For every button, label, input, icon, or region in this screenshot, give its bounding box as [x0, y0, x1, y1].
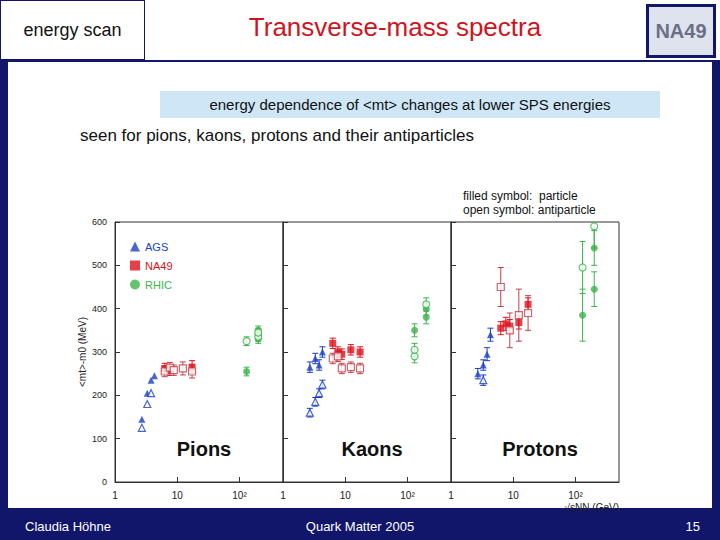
svg-text:1: 1	[112, 490, 118, 501]
svg-text:10²: 10²	[400, 490, 415, 501]
svg-text:600: 600	[92, 217, 107, 227]
svg-text:Protons: Protons	[502, 438, 578, 460]
html-text:open symbol: antiparticle: open symbol: antiparticle	[463, 203, 596, 217]
html-text:filled symbol: particle: filled symbol: particle	[463, 189, 578, 203]
html-text:15: 15	[685, 519, 700, 534]
svg-text:0: 0	[102, 477, 107, 487]
svg-text:10: 10	[172, 490, 184, 501]
svg-text:200: 200	[92, 390, 107, 400]
svg-text:10: 10	[508, 490, 520, 501]
html-text:Transverse-mass spectra: Transverse-mass spectra	[248, 12, 542, 42]
html-text:energy scan: energy scan	[23, 19, 122, 40]
svg-text:500: 500	[92, 260, 107, 270]
svg-text:AGS: AGS	[145, 241, 168, 253]
svg-text:100: 100	[92, 434, 107, 444]
svg-text:1: 1	[280, 490, 286, 501]
svg-text:√sNN (GeV): √sNN (GeV)	[565, 502, 619, 513]
svg-text:Pions: Pions	[177, 438, 231, 460]
svg-text:Kaons: Kaons	[341, 438, 402, 460]
html-text:Claudia Höhne: Claudia Höhne	[25, 519, 111, 534]
svg-text:10: 10	[340, 490, 352, 501]
html-text:seen for pions, kaons, protons: seen for pions, kaons, protons and their…	[80, 126, 475, 145]
svg-text:<mt>-m0 (MeV): <mt>-m0 (MeV)	[77, 317, 88, 387]
html-text:NA49: NA49	[655, 19, 707, 42]
svg-text:300: 300	[92, 347, 107, 357]
svg-text:NA49: NA49	[145, 260, 173, 272]
svg-text:1: 1	[448, 490, 454, 501]
svg-text:RHIC: RHIC	[145, 279, 172, 291]
svg-text:400: 400	[92, 304, 107, 314]
svg-text:10²: 10²	[568, 490, 583, 501]
svg-text:10²: 10²	[232, 490, 247, 501]
html-text:Quark Matter 2005: Quark Matter 2005	[305, 519, 415, 534]
html-text:energy dependence of <mt> chan: energy dependence of <mt> changes at low…	[209, 96, 611, 113]
